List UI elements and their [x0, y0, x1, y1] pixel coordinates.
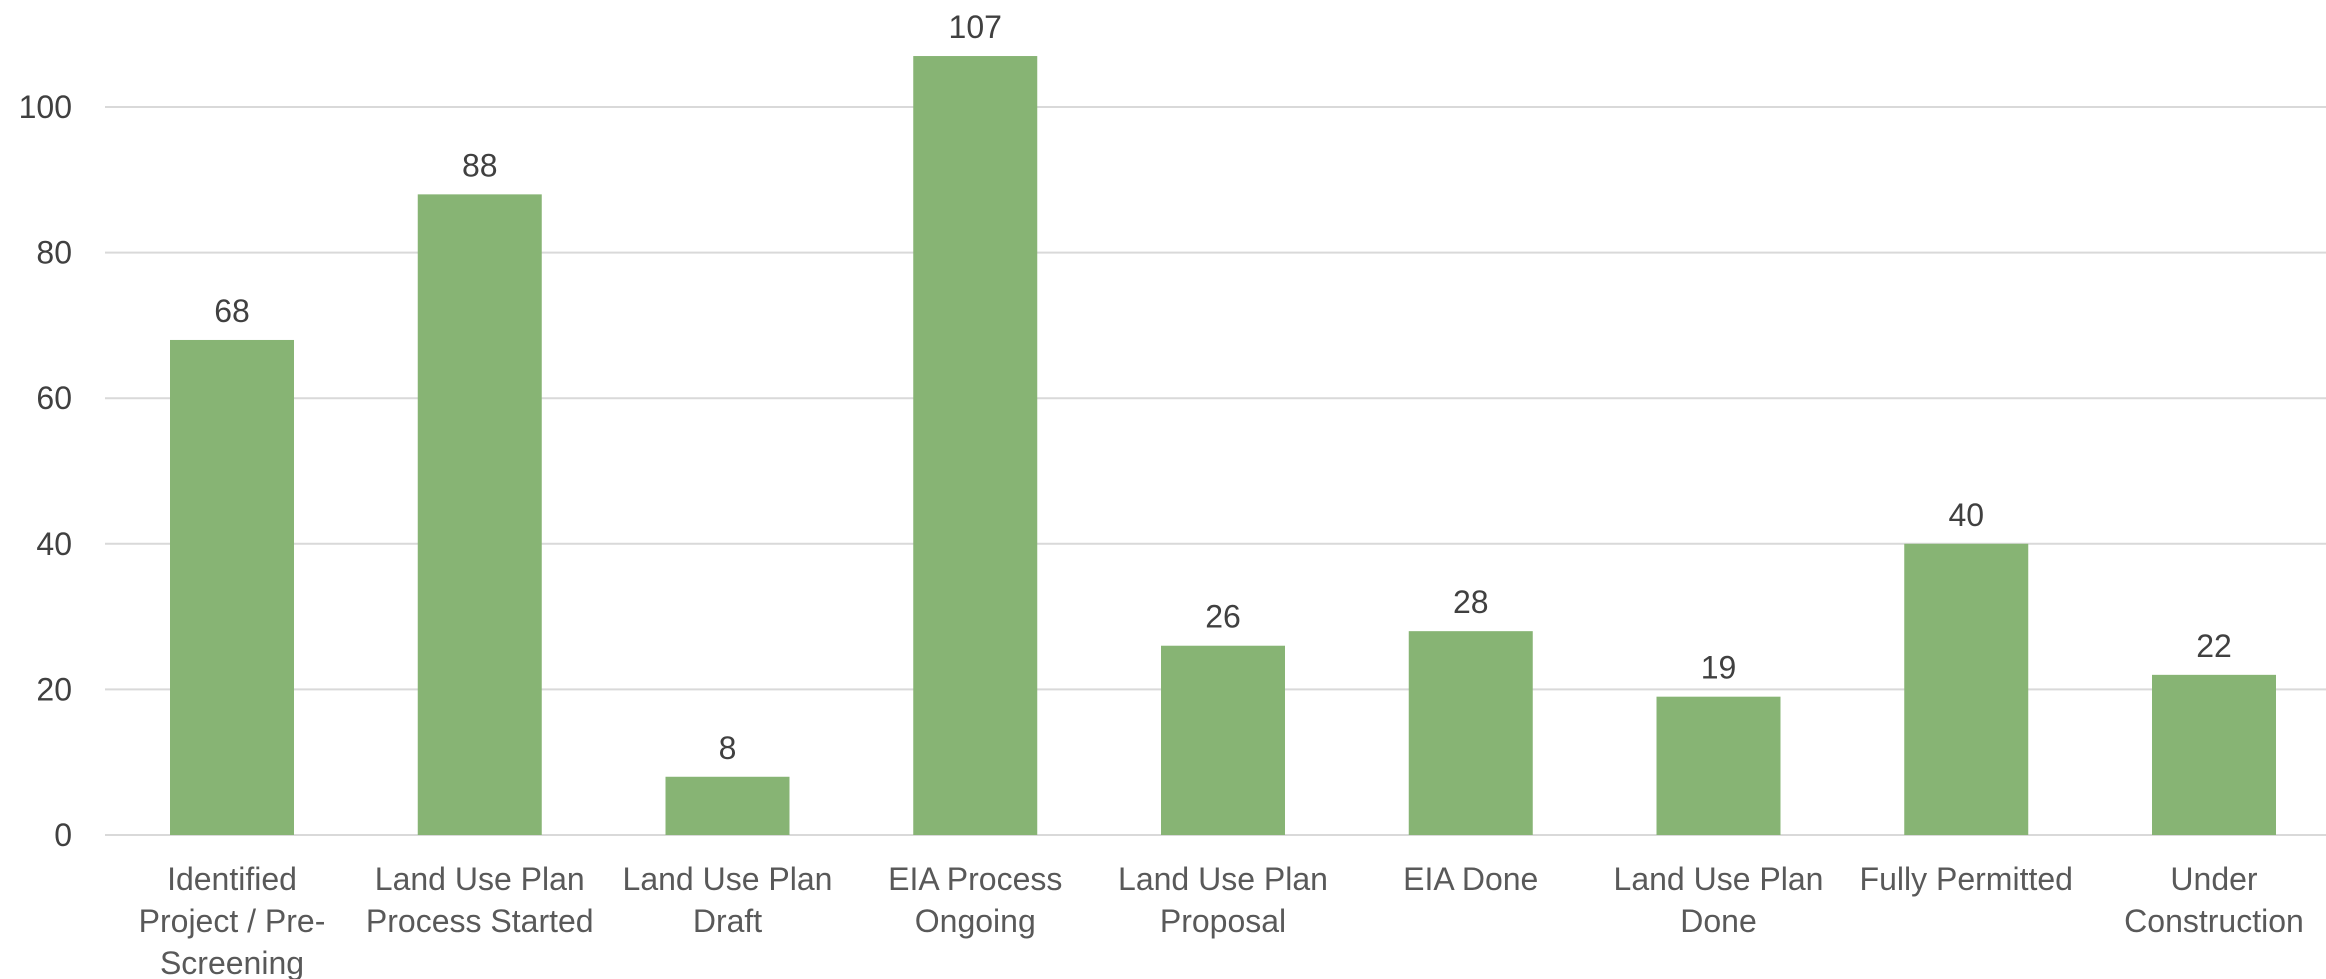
bar [1408, 631, 1533, 835]
bar [417, 194, 542, 836]
y-tick-label: 100 [19, 89, 72, 125]
x-tick-label-line: Proposal [1160, 903, 1286, 939]
x-tick-label: Land Use Plan Proposal [1118, 861, 1328, 939]
bar [1904, 543, 2029, 835]
x-tick-label-line: Land Use Plan [623, 861, 833, 897]
y-axis-ticks: 0 20 40 60 80 100 [19, 89, 72, 853]
bars [170, 56, 2276, 836]
y-tick-label: 80 [36, 235, 72, 271]
x-tick-label-line: Done [1680, 903, 1757, 939]
x-tick-label-line: Project / Pre- [139, 903, 326, 939]
data-label: 107 [949, 9, 1002, 45]
x-tick-label: Land Use Plan Process Started [366, 861, 594, 939]
bar [170, 339, 294, 835]
x-tick-label-line: EIA Done [1403, 861, 1538, 897]
x-tick-label-line: Process Started [366, 903, 594, 939]
data-label: 22 [2196, 628, 2232, 664]
y-tick-label: 20 [36, 671, 72, 707]
x-tick-label: EIA Done [1403, 861, 1538, 897]
x-tick-label-line: Land Use Plan [1118, 861, 1328, 897]
x-tick-label-line: Ongoing [915, 903, 1036, 939]
data-label: 68 [214, 293, 250, 329]
data-label: 26 [1205, 599, 1241, 635]
data-label: 19 [1701, 650, 1737, 686]
bar [1656, 696, 1781, 835]
data-label: 88 [462, 147, 498, 183]
x-tick-label: Land Use Plan Draft [623, 861, 833, 939]
x-tick-label-line: Identified [167, 861, 297, 897]
x-tick-label-line: Land Use Plan [1614, 861, 1824, 897]
x-tick-label-line: Construction [2124, 903, 2304, 939]
x-tick-label: Fully Permitted [1860, 861, 2073, 897]
y-tick-label: 60 [36, 380, 72, 416]
y-tick-label: 0 [54, 817, 72, 853]
bar [665, 776, 790, 835]
x-tick-label-line: Screening [160, 945, 304, 979]
data-label: 40 [1948, 497, 1984, 533]
x-tick-label: EIA Process Ongoing [888, 861, 1062, 939]
x-axis-ticks: Identified Project / Pre- Screening Land Us… [139, 861, 2304, 979]
bar [1161, 645, 1285, 835]
x-tick-label-line: EIA Process [888, 861, 1062, 897]
x-tick-label-line: Fully Permitted [1860, 861, 2073, 897]
x-tick-label: Identified Project / Pre- Screening [139, 861, 326, 979]
bar [913, 56, 1038, 836]
x-tick-label-line: Land Use Plan [375, 861, 585, 897]
x-tick-label: Under Construction [2124, 861, 2304, 939]
bar [2152, 674, 2276, 835]
x-tick-label-line: Under [2170, 861, 2258, 897]
y-tick-label: 40 [36, 526, 72, 562]
x-tick-label-line: Draft [693, 903, 762, 939]
data-label: 8 [719, 730, 737, 766]
x-tick-label: Land Use Plan Done [1614, 861, 1824, 939]
data-label: 28 [1453, 584, 1489, 620]
